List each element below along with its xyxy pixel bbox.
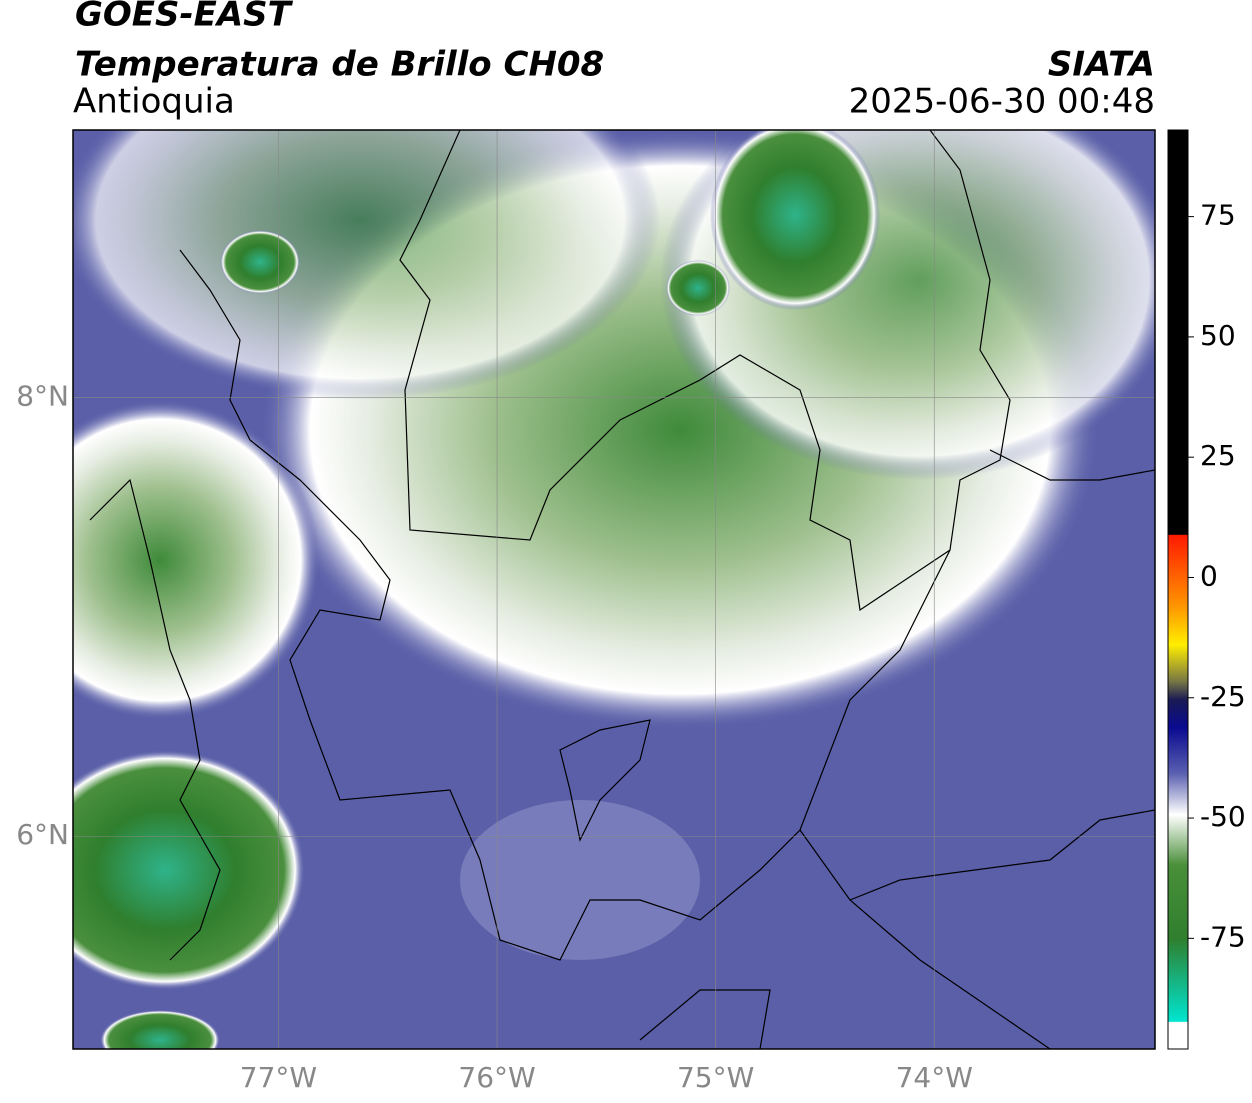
colorbar-tick-label: 50 [1200, 319, 1236, 352]
graticule [73, 130, 1155, 1049]
colorbar [1167, 129, 1189, 1050]
map-frame [72, 129, 1156, 1050]
lat-tick-label: 6°N [16, 818, 69, 851]
subtitle: Temperatura de Brillo CH08 [75, 45, 604, 85]
colorbar-tick-label: -75 [1200, 920, 1246, 953]
lon-tick-label: 74°W [896, 1061, 973, 1094]
lat-tick-label: 8°N [16, 380, 69, 413]
colorbar-tick-label: -25 [1200, 680, 1246, 713]
colorbar-tick-label: -50 [1200, 800, 1246, 833]
timestamp: 2025-06-30 00:48 [849, 82, 1155, 122]
lon-tick-label: 75°W [677, 1061, 754, 1094]
colorbar-tick-label: 75 [1200, 199, 1236, 232]
lon-tick-label: 77°W [240, 1061, 317, 1094]
source: SIATA [1048, 45, 1155, 85]
colorbar-tick-label: 25 [1200, 439, 1236, 472]
title: GOES-EAST [75, 0, 294, 35]
region: Antioquia [73, 82, 235, 122]
colorbar-tick-label: 0 [1200, 559, 1218, 592]
lon-tick-label: 76°W [458, 1061, 535, 1094]
map-image [73, 130, 1155, 1049]
